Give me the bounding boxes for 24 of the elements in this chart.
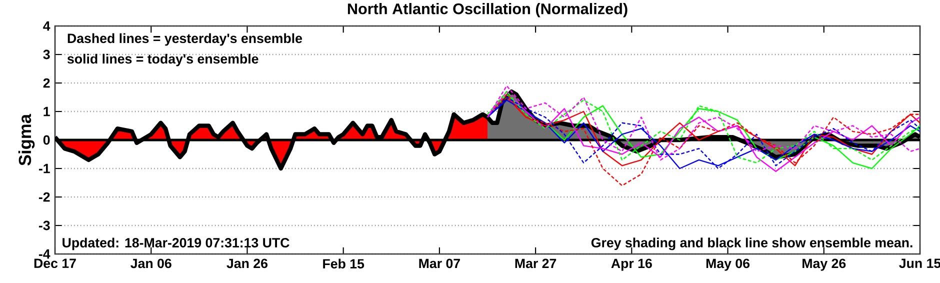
x-tick-label: Mar 27 bbox=[515, 258, 556, 268]
y-tick-label: 0 bbox=[43, 135, 50, 145]
annotation: Grey shading and black line show ensemble mean. bbox=[591, 238, 912, 250]
x-tick-label: May 06 bbox=[706, 258, 750, 271]
y-tick-label: -4 bbox=[38, 249, 50, 259]
x-tick-label: May 26 bbox=[802, 258, 846, 271]
annotation: Updated: 18-Mar-2019 07:31:13 UTC bbox=[62, 238, 290, 250]
annotation: Dashed lines = yesterday's ensemble bbox=[68, 33, 302, 46]
y-tick-label: -2 bbox=[38, 192, 50, 202]
x-tick-label: Jan 26 bbox=[226, 258, 268, 268]
chart-title: North Atlantic Oscillation (Normalized) bbox=[348, 3, 628, 18]
annotation: solid lines = today's ensemble bbox=[67, 54, 258, 66]
y-tick-label: 3 bbox=[43, 50, 50, 60]
x-tick-label: Dec 17 bbox=[34, 258, 76, 268]
y-tick-label: -3 bbox=[38, 220, 50, 230]
y-tick-label: 1 bbox=[44, 106, 50, 116]
x-tick-label: Feb 15 bbox=[323, 258, 364, 268]
y-axis-title: Sigma bbox=[18, 114, 35, 166]
y-tick-label: 4 bbox=[43, 21, 50, 31]
x-tick-label: Jan 06 bbox=[130, 258, 172, 268]
y-tick-label: -1 bbox=[38, 164, 50, 174]
x-tick-label: Apr 16 bbox=[611, 258, 652, 271]
y-tick-label: 2 bbox=[43, 78, 50, 88]
x-tick-label: Mar 07 bbox=[419, 258, 460, 268]
